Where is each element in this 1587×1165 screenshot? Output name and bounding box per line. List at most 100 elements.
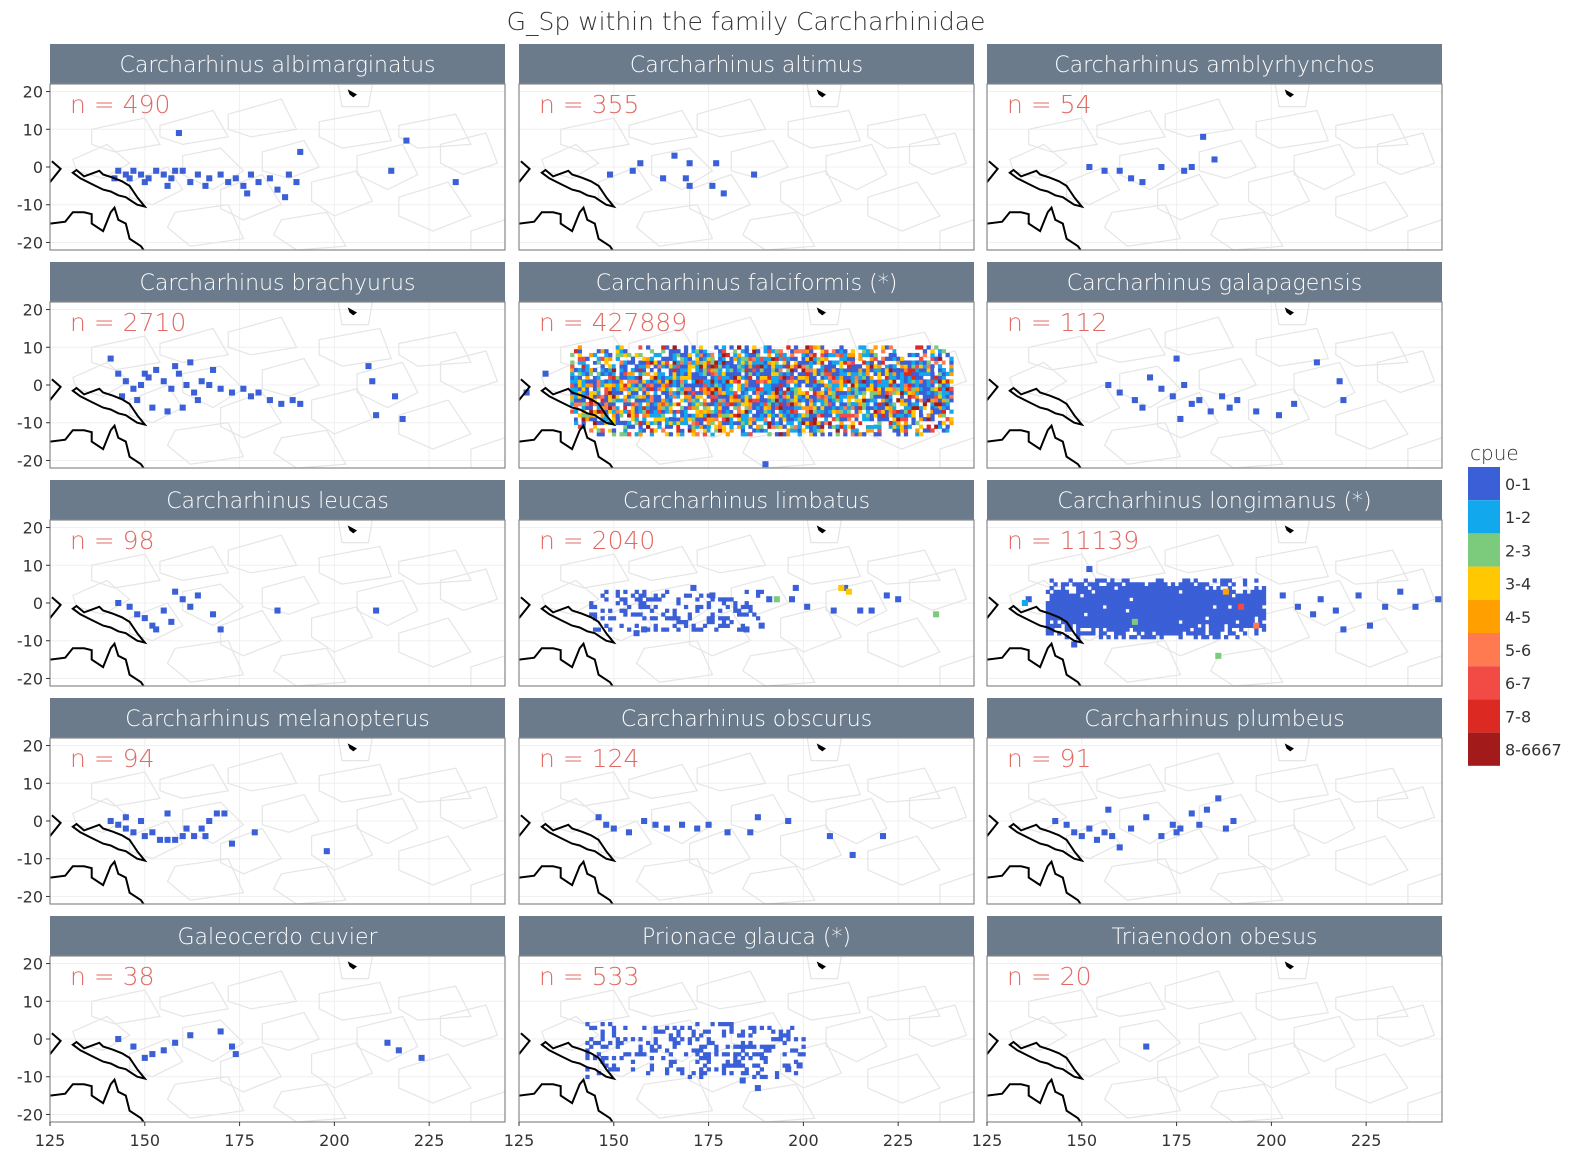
cpue-cell xyxy=(1095,601,1100,606)
cpue-cell xyxy=(812,390,818,395)
cpue-cell xyxy=(752,1025,757,1031)
cpue-cell xyxy=(786,1029,791,1034)
cpue-cell xyxy=(1242,582,1248,587)
cpue-cell xyxy=(771,401,776,407)
cpue-cell xyxy=(892,420,897,426)
cpue-cell xyxy=(1186,589,1191,595)
cpue-cell xyxy=(228,1043,236,1050)
cpue-cell xyxy=(820,424,825,429)
cpue-cell xyxy=(1254,586,1259,591)
cpue-cell xyxy=(627,394,632,399)
cpue-cell xyxy=(706,420,711,426)
cpue-cell xyxy=(687,1025,692,1031)
cpue-cell xyxy=(1227,631,1233,636)
cpue-cell xyxy=(592,390,598,395)
cpue-cell xyxy=(1117,631,1123,636)
cpue-cell xyxy=(941,360,947,365)
cpue-cell xyxy=(831,390,837,395)
eez-outline xyxy=(1164,970,1235,1010)
cpue-cell xyxy=(687,409,692,414)
cpue-cell xyxy=(809,424,814,429)
coastline xyxy=(987,596,999,619)
cpue-cell xyxy=(653,420,658,426)
cpue-cell xyxy=(809,379,814,384)
cpue-cell xyxy=(778,371,783,377)
cpue-cell xyxy=(1197,586,1202,591)
cpue-cell xyxy=(930,364,935,369)
cpue-cell xyxy=(816,356,821,361)
cpue-cell xyxy=(1235,608,1240,613)
cpue-cell xyxy=(661,356,666,361)
cpue-cell xyxy=(115,167,122,174)
cpue-cell xyxy=(778,424,783,429)
coastline xyxy=(519,205,614,250)
cpue-cell xyxy=(721,383,727,388)
cpue-cell xyxy=(877,401,882,407)
cpue-cell xyxy=(615,420,620,426)
cpue-cell xyxy=(907,383,912,388)
cpue-cell xyxy=(604,401,609,407)
cpue-cell xyxy=(611,375,617,380)
cpue-cell xyxy=(1197,604,1202,610)
cpue-cell xyxy=(812,424,818,429)
cpue-cell xyxy=(615,401,620,407)
cpue-cell xyxy=(831,409,837,414)
cpue-cell xyxy=(919,432,924,437)
cpue-cell xyxy=(843,401,848,407)
cpue-cell xyxy=(1212,578,1217,583)
cpue-cell xyxy=(1170,619,1176,625)
cpue-cell xyxy=(930,371,935,377)
cpue-cell xyxy=(1053,589,1058,595)
cpue-cell xyxy=(1313,359,1320,366)
cpue-cell xyxy=(1049,623,1054,628)
cpue-cell xyxy=(752,612,757,617)
cpue-cell xyxy=(646,1071,651,1076)
cpue-cell xyxy=(699,593,704,598)
cpue-cell xyxy=(892,405,897,410)
cpue-cell xyxy=(805,405,810,410)
cpue-cell xyxy=(763,368,768,373)
cpue-cell xyxy=(646,364,651,369)
cpue-cell xyxy=(653,398,658,403)
cpue-cell xyxy=(1117,604,1123,610)
cpue-cell xyxy=(646,428,651,433)
cpue-cell xyxy=(570,383,575,388)
cpue-cell xyxy=(782,364,787,369)
cpue-cell xyxy=(653,604,658,610)
cpue-cell xyxy=(1049,597,1054,602)
cpue-cell xyxy=(809,417,814,422)
cpue-cell xyxy=(903,405,909,410)
cpue-cell xyxy=(945,428,950,433)
cpue-cell xyxy=(782,398,787,403)
cpue-cell xyxy=(1102,623,1107,628)
cpue-cell xyxy=(744,360,749,365)
cpue-cell xyxy=(926,364,931,369)
cpue-cell xyxy=(623,608,628,613)
cpue-cell xyxy=(1098,586,1104,591)
cpue-cell xyxy=(846,405,852,410)
cpue-cell xyxy=(892,349,897,354)
cpue-cell xyxy=(661,417,666,422)
cpue-cell xyxy=(661,401,666,407)
cpue-cell xyxy=(1102,612,1107,617)
cpue-cell xyxy=(1132,616,1138,621)
cpue-cell xyxy=(721,356,727,361)
cpue-cell xyxy=(573,420,579,426)
cpue-cell xyxy=(1098,604,1104,610)
cpue-cell xyxy=(1258,608,1263,613)
cpue-cell xyxy=(737,401,742,407)
cpue-cell xyxy=(1129,623,1134,628)
cpue-cell xyxy=(573,413,579,418)
cpue-cell xyxy=(676,368,681,373)
cpue-cell xyxy=(1045,623,1051,628)
cpue-cell xyxy=(1057,593,1062,598)
cpue-cell xyxy=(672,401,677,407)
cpue-cell xyxy=(919,371,924,377)
eez-outline xyxy=(741,211,816,250)
cpue-cell xyxy=(1129,604,1134,610)
cpue-cell xyxy=(790,364,795,369)
cpue-cell xyxy=(141,833,148,840)
cpue-cell xyxy=(1105,806,1112,813)
cpue-cell xyxy=(710,616,715,621)
cpue-cell xyxy=(839,371,844,377)
